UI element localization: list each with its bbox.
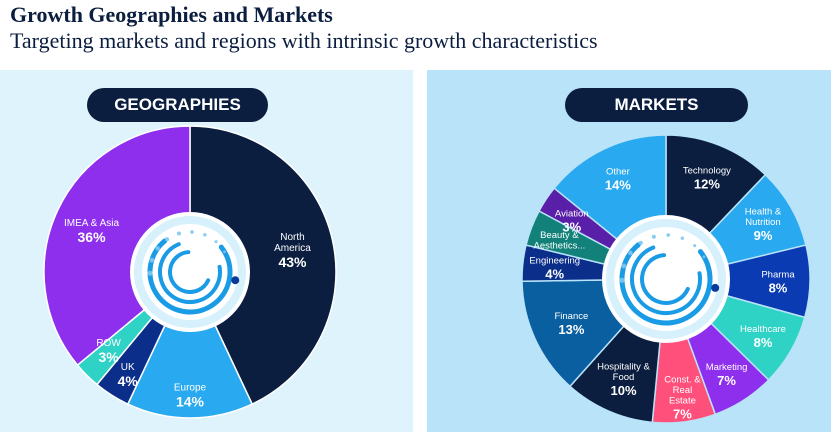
geographies-panel: GEOGRAPHIES North America 43% Europe 14% UK 4%… xyxy=(0,70,413,432)
slice-value-finance: 13% xyxy=(558,322,584,337)
slice-label-hospitality-food: Food xyxy=(613,372,635,383)
slice-label-const-real-estate: Const. & xyxy=(664,374,701,385)
slice-value-aviation: 3% xyxy=(562,219,581,234)
slice-label-health-nutrition: Nutrition xyxy=(745,217,780,228)
slice-label-finance: Finance xyxy=(554,311,588,322)
page-subtitle: Targeting markets and regions with intri… xyxy=(10,28,598,53)
slice-label-europe: Europe xyxy=(174,383,207,394)
slice-label-beauty-aesthetics: Aesthetics... xyxy=(534,241,586,252)
slice-label-health-nutrition: Health & xyxy=(745,207,782,218)
slice-label-aviation: Aviation xyxy=(555,208,589,219)
slice-value-europe: 14% xyxy=(176,394,205,410)
slice-label-healthcare: Healthcare xyxy=(740,324,786,335)
slice-value-healthcare: 8% xyxy=(754,335,773,350)
slice-label-north-america: America xyxy=(274,243,311,254)
slice-label-other: Other xyxy=(606,167,630,178)
slice-label-row: ROW xyxy=(96,338,121,349)
slice-label-marketing: Marketing xyxy=(706,362,748,373)
center-logo-icon xyxy=(602,215,730,343)
slice-value-row: 3% xyxy=(98,349,119,365)
slice-north-america xyxy=(189,125,337,406)
slice-label-beauty-aesthetics: Beauty & xyxy=(540,230,579,241)
center-logo-icon xyxy=(130,212,250,332)
slice-label-uk: UK xyxy=(121,362,135,373)
slice-value-engineering: 4% xyxy=(545,266,564,281)
slice-label-pharma: Pharma xyxy=(761,270,795,281)
markets-title: MARKETS xyxy=(565,88,748,122)
slice-value-pharma: 8% xyxy=(769,281,788,296)
slice-label-north-america: North xyxy=(280,232,304,243)
markets-panel: MARKETS Technology 12% Health & Nutrition 9%… xyxy=(427,70,831,432)
slice-value-north-america: 43% xyxy=(278,254,307,270)
slice-imea-asia xyxy=(43,125,191,367)
slice-value-other: 14% xyxy=(605,178,631,193)
slice-value-imea-asia: 36% xyxy=(78,229,107,245)
slice-value-health-nutrition: 9% xyxy=(754,228,773,243)
slice-value-const-real-estate: 7% xyxy=(673,406,692,421)
slice-value-marketing: 7% xyxy=(717,373,736,388)
slice-value-technology: 12% xyxy=(694,177,720,192)
slice-label-engineering: Engineering xyxy=(529,255,580,266)
slice-label-const-real-estate: Estate xyxy=(669,395,696,406)
slice-label-imea-asia: IMEA & Asia xyxy=(64,218,119,229)
slice-value-hospitality-food: 10% xyxy=(610,383,636,398)
slice-europe xyxy=(126,270,254,419)
geographies-title: GEOGRAPHIES xyxy=(87,88,268,122)
slice-label-technology: Technology xyxy=(683,166,731,177)
slice-value-uk: 4% xyxy=(118,373,139,389)
slice-label-const-real-estate: Real xyxy=(673,385,693,396)
slice-label-hospitality-food: Hospitality & xyxy=(597,362,650,373)
page-title: Growth Geographies and Markets xyxy=(10,2,333,27)
